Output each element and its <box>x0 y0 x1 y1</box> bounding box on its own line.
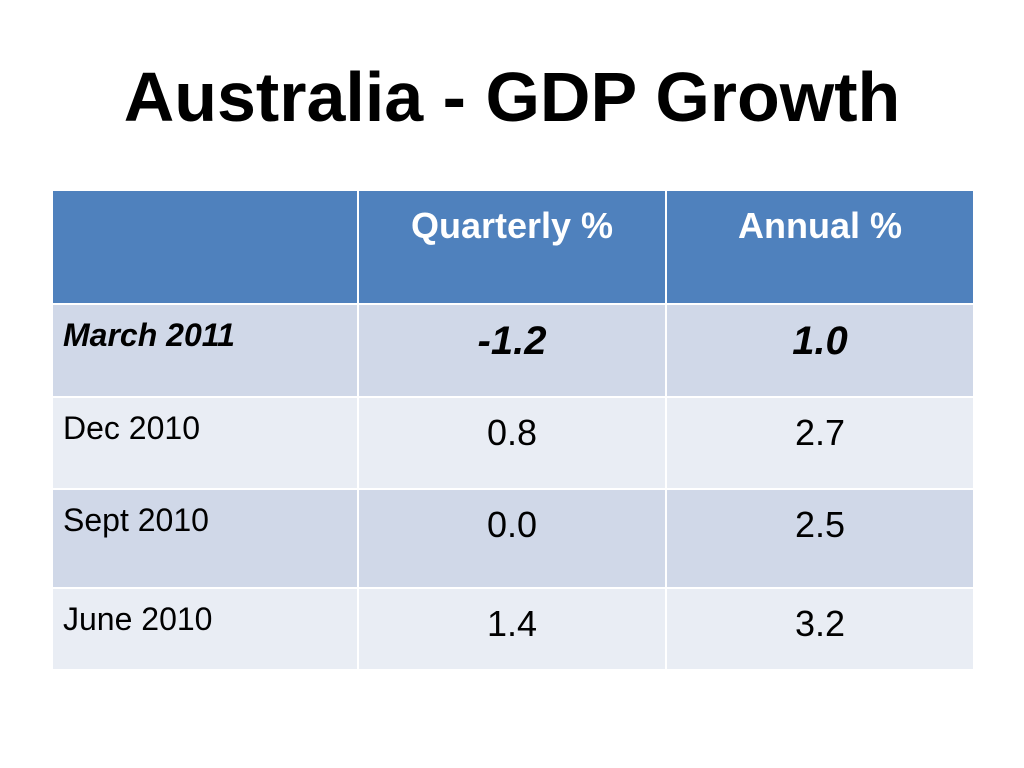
table-row: Dec 2010 0.8 2.7 <box>51 396 975 490</box>
header-annual: Annual % <box>665 189 975 305</box>
header-period <box>51 189 359 305</box>
row-annual-value: 3.2 <box>665 587 975 671</box>
header-quarterly: Quarterly % <box>357 189 667 305</box>
row-quarterly-value: -1.2 <box>357 303 667 398</box>
table-row: June 2010 1.4 3.2 <box>51 587 975 671</box>
row-annual-value: 2.7 <box>665 396 975 490</box>
row-period: Sept 2010 <box>51 488 359 589</box>
row-annual-value: 1.0 <box>665 303 975 398</box>
row-period: March 2011 <box>51 303 359 398</box>
row-period: Dec 2010 <box>51 396 359 490</box>
row-quarterly-value: 0.0 <box>357 488 667 589</box>
table-row: March 2011 -1.2 1.0 <box>51 303 975 398</box>
slide-title: Australia - GDP Growth <box>123 58 901 136</box>
row-quarterly-value: 1.4 <box>357 587 667 671</box>
table-row: Sept 2010 0.0 2.5 <box>51 488 975 589</box>
row-period: June 2010 <box>51 587 359 671</box>
row-annual-value: 2.5 <box>665 488 975 589</box>
row-quarterly-value: 0.8 <box>357 396 667 490</box>
table-header-row: Quarterly % Annual % <box>51 189 975 305</box>
gdp-growth-table: Quarterly % Annual % March 2011 -1.2 1.0… <box>51 189 975 671</box>
